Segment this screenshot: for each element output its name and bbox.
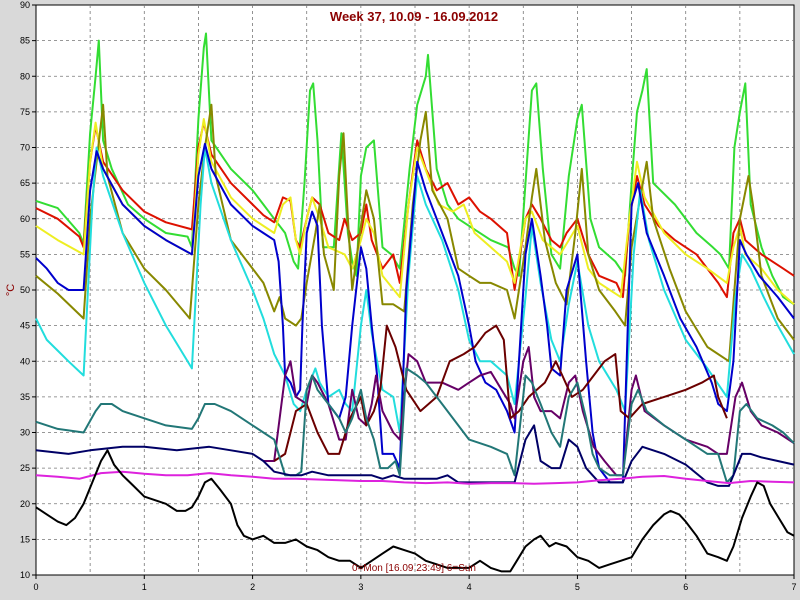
y-tick-label: 45 bbox=[20, 321, 30, 331]
x-tick-label: 4 bbox=[467, 582, 472, 592]
x-tick-label: 3 bbox=[358, 582, 363, 592]
series-line-1 bbox=[35, 32, 795, 306]
x-tick-label: 1 bbox=[142, 582, 147, 592]
axes: 0 1 2 3 4 5 6 710152025303540455055606570758085… bbox=[20, 0, 797, 592]
y-tick-label: 80 bbox=[20, 71, 30, 81]
series-group bbox=[35, 32, 795, 573]
series-line-12 bbox=[35, 449, 795, 573]
x-tick-label: 0 bbox=[33, 582, 38, 592]
series-line-3 bbox=[35, 118, 795, 306]
chart-title: Week 37, 10.09 - 16.09.2012 bbox=[330, 9, 498, 24]
y-tick-label: 10 bbox=[20, 570, 30, 580]
x-tick-label: 6 bbox=[683, 582, 688, 592]
series-line-11 bbox=[35, 470, 795, 485]
y-tick-label: 30 bbox=[20, 428, 30, 438]
y-tick-label: 40 bbox=[20, 356, 30, 366]
y-tick-label: 70 bbox=[20, 143, 30, 153]
y-tick-label: 25 bbox=[20, 463, 30, 473]
series-line-6 bbox=[35, 142, 795, 484]
y-tick-label: 50 bbox=[20, 285, 30, 295]
y-tick-label: 15 bbox=[20, 534, 30, 544]
x-tick-label: 7 bbox=[791, 582, 796, 592]
y-axis-label: °C bbox=[5, 284, 17, 296]
y-tick-label: 65 bbox=[20, 178, 30, 188]
y-tick-label: 90 bbox=[20, 0, 30, 10]
x-tick-label: 5 bbox=[575, 582, 580, 592]
series-line-9 bbox=[35, 367, 795, 484]
y-tick-label: 20 bbox=[20, 499, 30, 509]
x-tick-label: 2 bbox=[250, 582, 255, 592]
y-tick-label: 75 bbox=[20, 107, 30, 117]
y-tick-label: 60 bbox=[20, 214, 30, 224]
y-tick-label: 35 bbox=[20, 392, 30, 402]
chart-footer: 0=Mon [16.09 23:49] 6=Sun bbox=[352, 563, 476, 574]
y-tick-label: 55 bbox=[20, 249, 30, 259]
y-tick-label: 85 bbox=[20, 36, 30, 46]
